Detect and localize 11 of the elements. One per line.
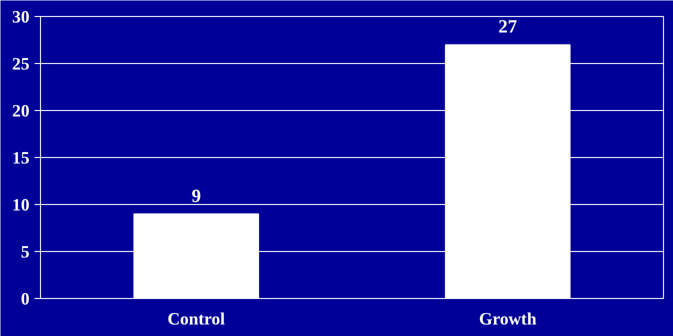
y-tick-label: 0 (20, 290, 30, 308)
y-tick-label: 25 (12, 54, 30, 74)
y-tick-label: 30 (12, 8, 30, 26)
x-tick-label: Control (168, 310, 226, 328)
y-tick-label: 10 (12, 196, 30, 214)
data-label: 27 (498, 16, 518, 38)
data-label: 9 (192, 186, 201, 207)
y-tick-label: 5 (20, 242, 30, 262)
y-tick-label: 20 (12, 102, 30, 120)
y-tick-label: 15 (12, 148, 30, 168)
x-tick-label: Growth (479, 310, 537, 328)
